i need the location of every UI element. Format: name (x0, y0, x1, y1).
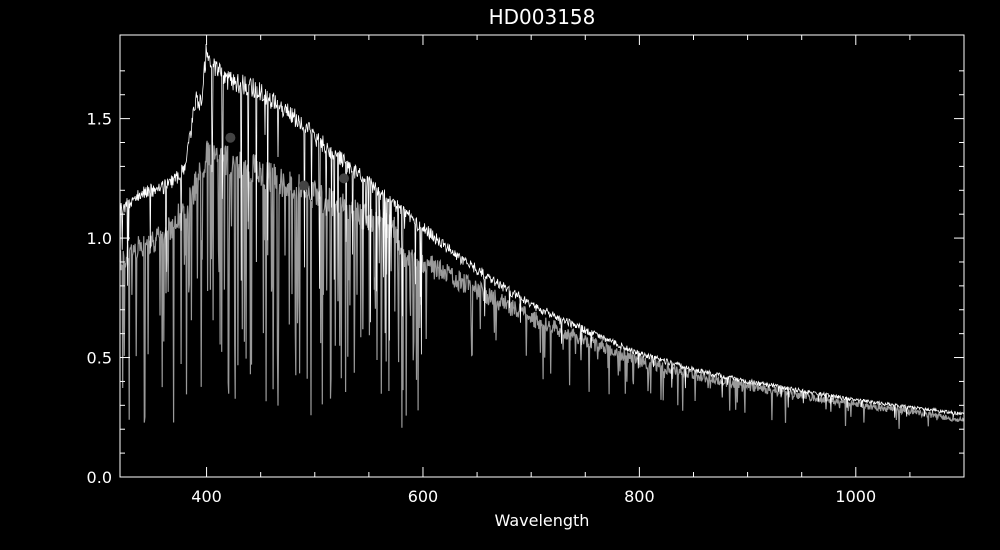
observed-spectrum-line (119, 44, 965, 418)
x-axis-label: Wavelength (495, 511, 590, 530)
x-tick-label: 1000 (835, 487, 876, 506)
plot-frame (119, 34, 965, 478)
photometry-points-layer (225, 132, 349, 191)
x-tick-label: 600 (408, 487, 439, 506)
x-tick-label: 400 (191, 487, 222, 506)
chart-title: HD003158 (489, 5, 596, 29)
y-tick-label: 1.5 (87, 110, 112, 129)
model-spectrum-layer (119, 140, 965, 429)
model-spectrum-line (119, 140, 965, 429)
axes-layer: 400 600 800 1000 0.0 0.5 1.0 1.5 (87, 35, 965, 506)
x-tick-label: 800 (624, 487, 655, 506)
photometry-point (225, 132, 236, 143)
y-tick-label: 0.0 (87, 468, 112, 487)
y-tick-label: 0.5 (87, 349, 112, 368)
photometry-point (339, 173, 349, 184)
photometry-point (298, 180, 309, 191)
y-tick-label: 1.0 (87, 229, 112, 248)
observed-spectrum-layer (119, 44, 965, 418)
